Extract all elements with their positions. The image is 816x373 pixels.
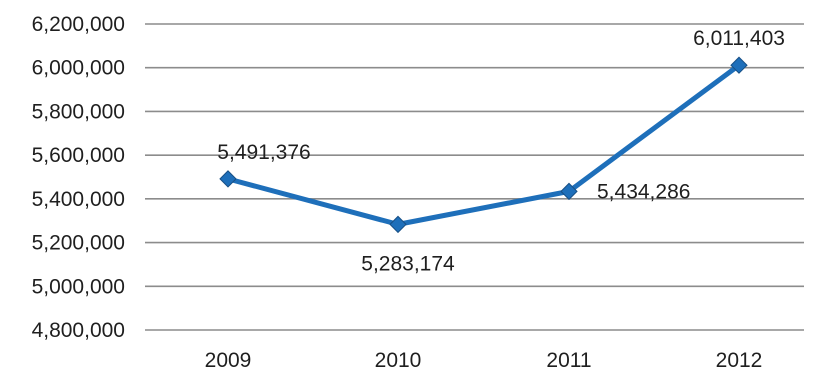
y-tick-label: 5,000,000 [32, 275, 125, 298]
x-tick-label: 2010 [375, 349, 422, 372]
data-labels: 5,491,376 5,283,174 5,434,286 6,011,403 [217, 27, 785, 275]
y-tick-label: 5,200,000 [32, 232, 125, 255]
data-label: 6,011,403 [693, 27, 785, 50]
y-tick-label: 6,200,000 [32, 13, 125, 36]
data-point-marker [560, 182, 578, 201]
y-tick-label: 4,800,000 [32, 319, 125, 342]
y-tick-label: 5,800,000 [32, 100, 125, 123]
y-tick-label: 5,600,000 [32, 144, 125, 167]
y-tick-label: 5,400,000 [32, 188, 125, 211]
x-tick-label: 2012 [716, 349, 763, 372]
data-point-marker [389, 215, 407, 234]
data-label: 5,491,376 [217, 141, 310, 164]
x-tick-label: 2009 [205, 349, 252, 372]
data-point-marker [730, 56, 748, 74]
series-line [225, 62, 742, 227]
data-series [225, 62, 742, 227]
x-axis-tick-labels: 2009 2010 2011 2012 [205, 349, 763, 372]
data-point-marker [219, 170, 237, 188]
data-label: 5,434,286 [597, 180, 690, 203]
gridlines [145, 23, 804, 331]
y-tick-label: 6,000,000 [32, 57, 125, 80]
y-axis-tick-labels: 4,800,000 5,000,000 5,200,000 5,400,000 5,60… [32, 13, 125, 342]
data-label: 5,283,174 [361, 252, 455, 275]
x-tick-label: 2011 [546, 349, 591, 372]
data-markers [219, 56, 748, 234]
